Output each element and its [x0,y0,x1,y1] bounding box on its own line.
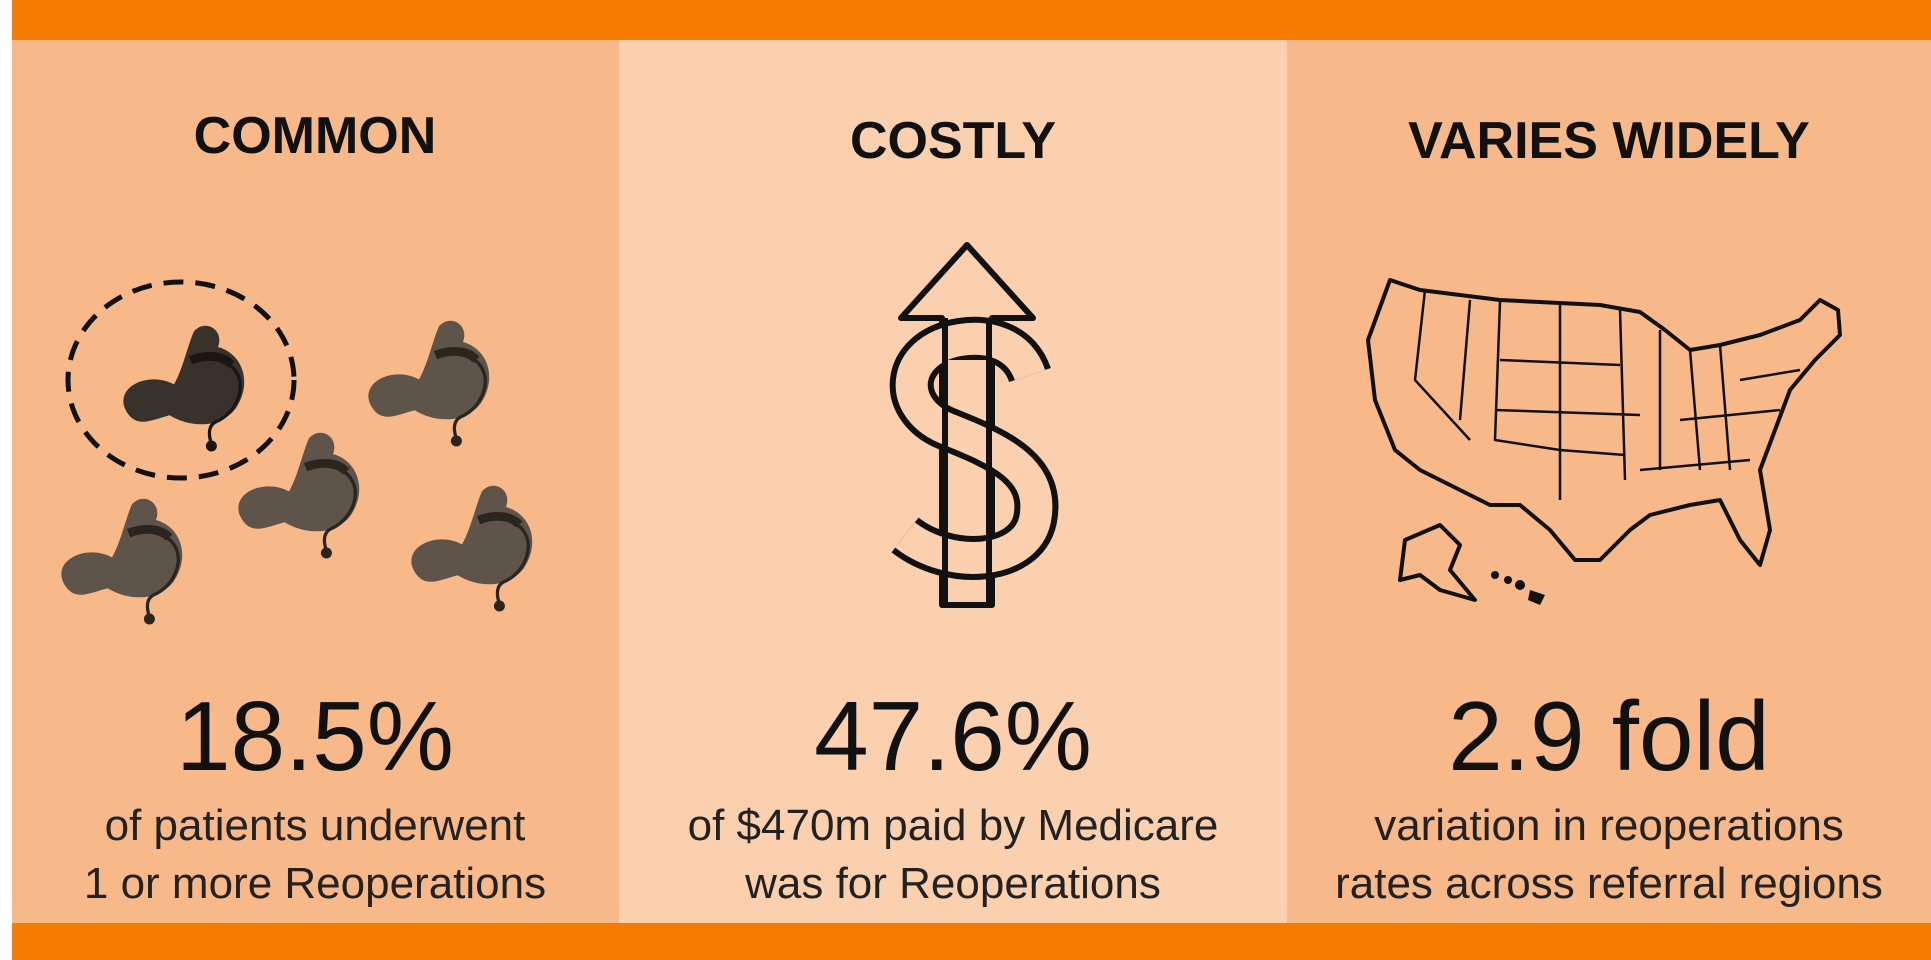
stat-value: 18.5% [176,681,454,791]
description-line: of $470m paid by Medicare [688,801,1219,850]
dollar-arrow-icon [889,242,1059,608]
top-bar [12,0,1931,40]
description-line: rates across referral regions [1335,859,1883,908]
panel-varies [1287,40,1931,923]
description-line: variation in reoperations [1374,801,1844,850]
panel-title: COSTLY [850,112,1056,170]
panel-title: VARIES WIDELY [1408,112,1810,170]
stat-value: 2.9 fold [1448,681,1769,791]
highlight-circle [65,279,297,481]
description-line: 1 or more Reoperations [84,859,546,908]
us-map-icon [1366,278,1842,605]
panel-title: COMMON [194,107,437,165]
description-line: was for Reoperations [744,859,1161,908]
bottom-bar [12,923,1931,960]
stat-value: 47.6% [814,681,1092,791]
description-line: of patients underwent [105,801,526,850]
